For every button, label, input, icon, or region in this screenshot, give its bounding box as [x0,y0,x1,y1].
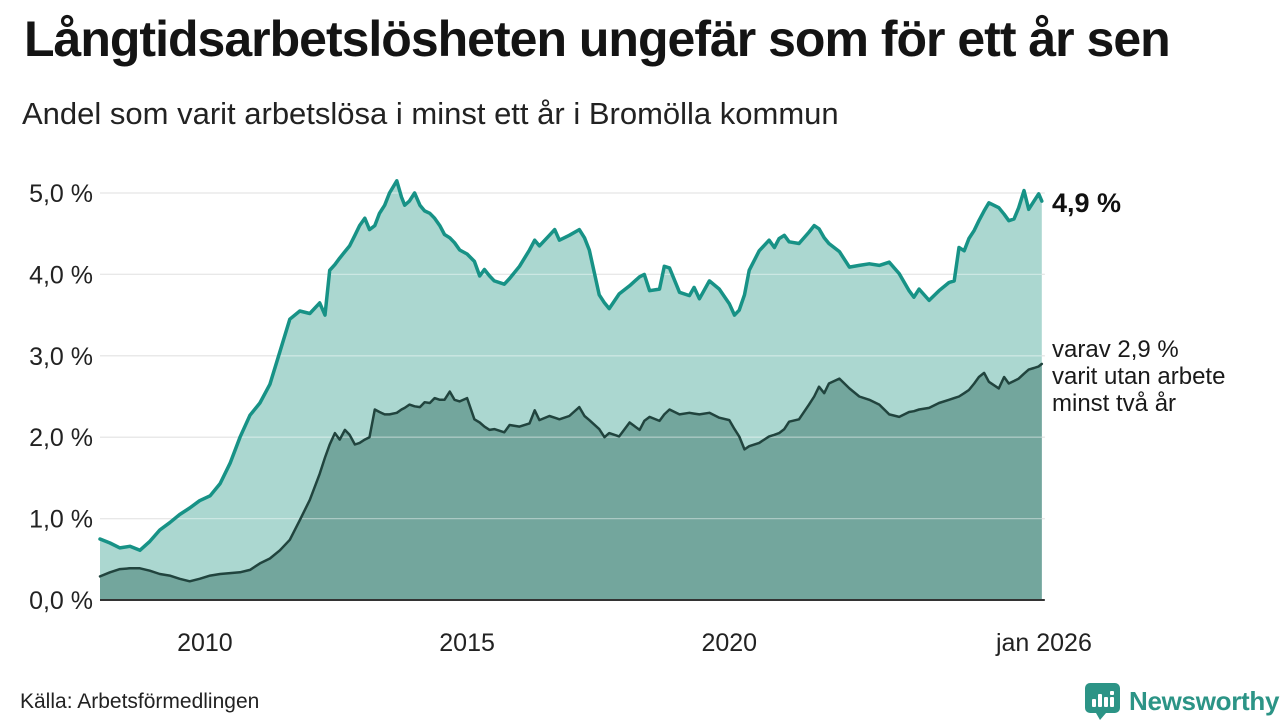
breakdown-annotation: varav 2,9 % varit utan arbete minst två år [1052,336,1225,417]
page-title: Långtidsarbetslösheten ungefär som för e… [24,11,1171,67]
breakdown-line: varit utan arbete [1052,362,1226,390]
source-attribution: Källa: Arbetsförmedlingen [20,690,260,713]
y-tick-label: 0,0 % [29,587,93,615]
x-tick-label: jan 2026 [995,629,1092,657]
y-tick-label: 4,0 % [29,261,93,289]
newsworthy-logo[interactable]: Newsworthy [1084,682,1279,720]
y-tick-label: 2,0 % [29,424,93,452]
y-tick-label: 3,0 % [29,343,93,371]
brand-name: Newsworthy [1129,685,1280,716]
y-tick-label: 1,0 % [29,506,93,534]
series-line-2 [98,362,1044,583]
series-area-2 [100,363,1042,600]
breakdown-line: varav 2,9 % [1052,335,1179,363]
x-tick-label: 2015 [439,629,495,657]
latest-value-label: 4,9 % [1052,188,1122,219]
series-line-1 [98,179,1044,553]
y-tick-label: 5,0 % [29,180,93,208]
newsworthy-pin-barchart-icon [1085,683,1120,720]
x-tick-label: 2020 [701,629,757,657]
x-tick-label: 2010 [177,629,233,657]
breakdown-line: minst två år [1052,389,1177,417]
chart-subtitle: Andel som varit arbetslösa i minst ett å… [22,96,839,131]
